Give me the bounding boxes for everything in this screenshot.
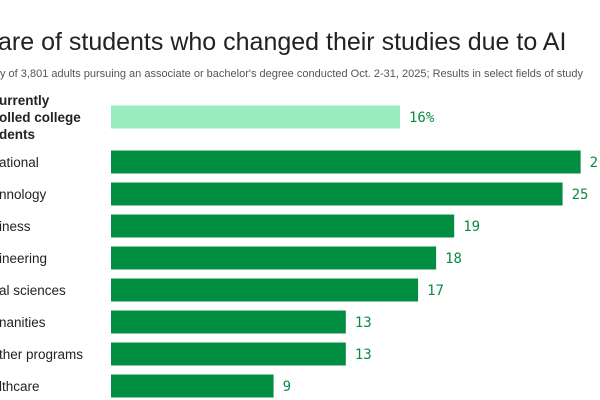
value-label: 13 — [355, 315, 372, 331]
category-label: nnology — [0, 187, 47, 202]
category-label: olled college — [0, 110, 81, 125]
value-label: 25 — [572, 187, 589, 203]
bar — [111, 182, 563, 206]
bar — [111, 150, 581, 174]
category-label: iness — [0, 219, 31, 234]
bar — [111, 278, 419, 302]
chart-title: are of students who changed their studie… — [0, 28, 567, 56]
value-label: 18 — [445, 251, 462, 267]
category-label: dents — [0, 127, 35, 142]
bar — [111, 246, 437, 270]
category-label: ineering — [0, 251, 47, 266]
value-label: 16% — [409, 110, 435, 126]
category-label: ther programs — [0, 347, 83, 362]
bar — [111, 310, 346, 334]
bar — [111, 374, 274, 398]
bar — [111, 214, 455, 238]
category-label: al sciences — [0, 283, 66, 298]
category-label: nanities — [0, 315, 46, 330]
category-label: ational — [0, 155, 39, 170]
value-label: 19 — [463, 219, 480, 235]
value-label: 17 — [427, 283, 444, 299]
bar — [111, 342, 346, 366]
value-label: 2 — [590, 155, 598, 171]
category-label: urrently — [0, 93, 50, 108]
category-label: lthcare — [0, 379, 40, 394]
chart-subtitle: y of 3,801 adults pursuing an associate … — [0, 68, 583, 80]
bar — [111, 105, 400, 129]
value-label: 13 — [355, 347, 372, 363]
value-label: 9 — [283, 379, 291, 395]
